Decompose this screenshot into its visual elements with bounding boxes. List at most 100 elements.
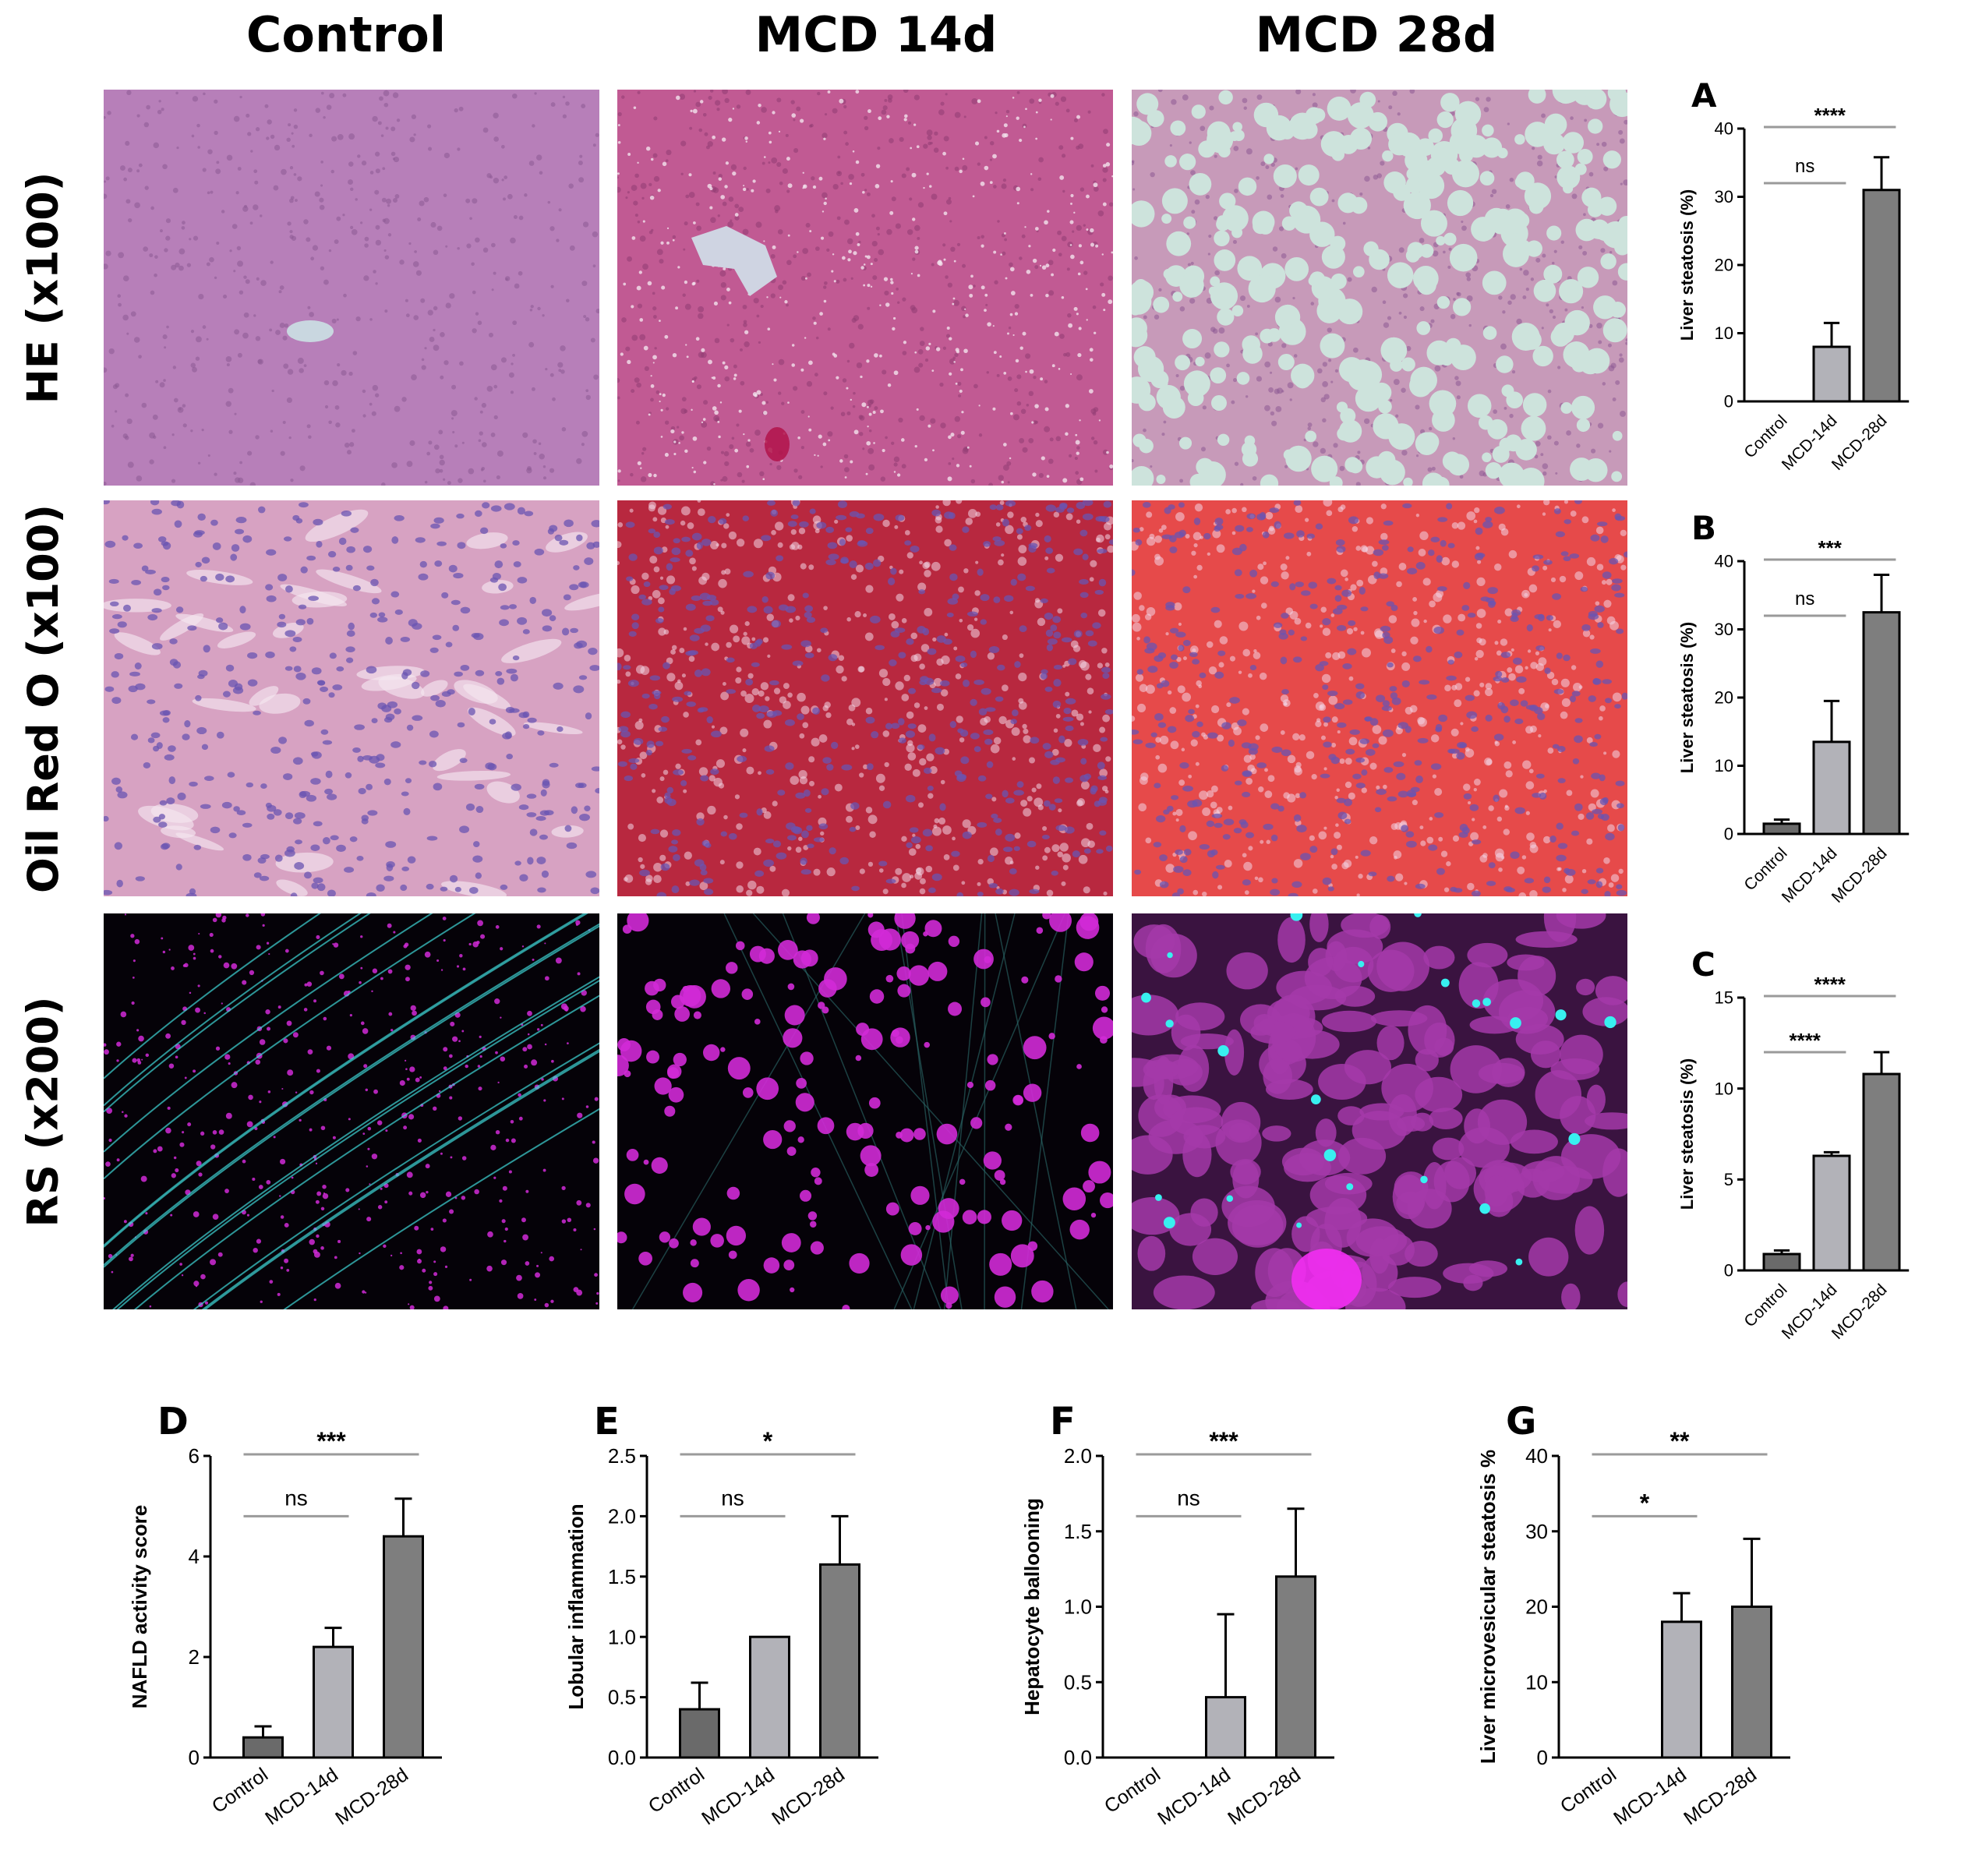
- chart-c: C 0 5 10 15 Liver steatosis (%) Control MCD-14d…: [1676, 939, 1956, 1376]
- y-tick-label: 6: [189, 1444, 200, 1468]
- y-tick-label: 5: [1724, 1170, 1733, 1189]
- row-title-rs: RS (x200): [0, 913, 86, 1309]
- panel-label-g: G: [1506, 1400, 1536, 1443]
- category-label: MCD-28d: [1224, 1764, 1305, 1829]
- y-tick-label: 20: [1715, 688, 1733, 708]
- significance-label: ***: [316, 1427, 346, 1455]
- category-label: MCD-14d: [698, 1764, 779, 1829]
- category-label: Control: [1740, 844, 1790, 894]
- error-bar: [1873, 156, 1890, 190]
- error-bar: [1873, 1051, 1890, 1074]
- y-tick-label: 0.5: [1064, 1670, 1092, 1694]
- bar-mcd-28d: [1731, 1606, 1772, 1759]
- y-axis-label: Hepatocyte ballooning: [1020, 1498, 1044, 1715]
- error-bar: [1873, 574, 1890, 613]
- error-bar: [1743, 1537, 1761, 1607]
- micrograph-rs-mcd-14d: [617, 913, 1113, 1309]
- significance-label: ****: [1814, 104, 1846, 127]
- column-title-mcd-14d: MCD 14d: [754, 6, 998, 63]
- micrograph-oil-red-o-mcd-14d: [617, 500, 1113, 896]
- bar-mcd-28d: [383, 1535, 424, 1759]
- column-title-control: Control: [246, 6, 447, 63]
- bar-mcd-14d: [1812, 1154, 1851, 1272]
- y-tick-label: 10: [1715, 1079, 1733, 1098]
- bar-control: [679, 1708, 720, 1759]
- error-bar: [691, 1681, 708, 1710]
- y-tick-label: 10: [1715, 323, 1733, 343]
- significance-label: *: [763, 1427, 773, 1455]
- chart-g: G 0 10 20 30 40 Liver microvesicular steatosis…: [1473, 1387, 1790, 1874]
- error-bar: [254, 1725, 272, 1738]
- bar-mcd-28d: [819, 1563, 860, 1759]
- error-bar: [1287, 1507, 1305, 1577]
- bar-mcd-14d: [1812, 345, 1851, 403]
- category-label: MCD-28d: [1828, 412, 1891, 474]
- y-tick-label: 4: [189, 1545, 200, 1568]
- error-bar: [1217, 1613, 1235, 1698]
- y-axis-label: Liver steatosis (%): [1677, 622, 1697, 773]
- significance-label: ns: [284, 1486, 308, 1510]
- bar-mcd-14d: [1205, 1696, 1246, 1759]
- chart-b: B 0 10 20 30 40 Liver steatosis (%) Control MCD-…: [1676, 503, 1956, 939]
- significance-label: ns: [721, 1486, 744, 1510]
- error-bar: [1823, 321, 1840, 347]
- y-tick-label: 0.0: [608, 1746, 636, 1769]
- significance-label: **: [1670, 1427, 1690, 1455]
- bar-mcd-14d: [1812, 740, 1851, 836]
- bar-control: [242, 1736, 284, 1759]
- y-tick-label: 40: [1715, 119, 1733, 139]
- row-title-he-text: HE (x100): [18, 171, 68, 404]
- significance-label: ns: [1795, 156, 1814, 177]
- category-label: Control: [1740, 412, 1790, 461]
- y-axis-label: Liver steatosis (%): [1677, 1058, 1697, 1210]
- error-bar: [324, 1627, 342, 1648]
- significance-label: ***: [1818, 536, 1843, 560]
- y-tick-label: 2.0: [608, 1505, 636, 1528]
- chart-e: E 0.0 0.5 1.0 1.5 2.0 2.5 Lobular inflammation C…: [561, 1387, 878, 1874]
- y-axis-label: Liver steatosis (%): [1677, 189, 1697, 341]
- y-tick-label: 30: [1525, 1520, 1548, 1543]
- y-tick-label: 2.5: [608, 1444, 636, 1468]
- bar-control: [1762, 822, 1801, 836]
- panel-label-f: F: [1050, 1400, 1076, 1443]
- category-label: MCD-14d: [1609, 1764, 1691, 1829]
- bar-mcd-28d: [1862, 611, 1901, 836]
- panel-label-e: E: [594, 1400, 620, 1443]
- category-label: Control: [1101, 1764, 1164, 1818]
- bar-mcd-14d: [313, 1645, 354, 1759]
- y-tick-label: 1.0: [608, 1625, 636, 1648]
- row-title-he: HE (x100): [0, 90, 86, 486]
- y-tick-label: 40: [1715, 552, 1733, 571]
- bar-mcd-28d: [1275, 1575, 1316, 1759]
- y-tick-label: 15: [1715, 988, 1733, 1008]
- error-bar: [831, 1514, 849, 1565]
- y-axis-label: NAFLD activity score: [128, 1505, 151, 1709]
- category-label: MCD-28d: [1680, 1764, 1761, 1829]
- bar-mcd-28d: [1862, 189, 1901, 403]
- y-tick-label: 1.5: [1064, 1520, 1092, 1543]
- error-bar: [1773, 818, 1790, 824]
- significance-label: *: [1640, 1489, 1650, 1517]
- y-tick-label: 0: [1537, 1746, 1548, 1769]
- y-tick-label: 0.5: [608, 1686, 636, 1709]
- category-label: Control: [1740, 1281, 1790, 1330]
- y-tick-label: 1.0: [1064, 1595, 1092, 1619]
- micrograph-rs-control: [104, 913, 599, 1309]
- category-label: Control: [1556, 1764, 1620, 1818]
- y-tick-label: 10: [1525, 1670, 1548, 1694]
- micrograph-rs-mcd-28d: [1132, 913, 1627, 1309]
- column-title-mcd-28d: MCD 28d: [1255, 6, 1498, 63]
- panel-label-d: D: [157, 1400, 189, 1443]
- category-label: MCD-28d: [1828, 844, 1891, 906]
- y-tick-label: 40: [1525, 1444, 1548, 1468]
- chart-a: A 0 10 20 30 40 Liver steatosis (%) Control MCD-…: [1676, 70, 1956, 507]
- y-tick-label: 1.5: [608, 1565, 636, 1588]
- row-title-oil-red-o: Oil Red O (x100): [0, 500, 86, 896]
- row-title-rs-text: RS (x200): [18, 995, 68, 1228]
- bar-mcd-28d: [1862, 1072, 1901, 1272]
- bar-mcd-14d: [749, 1635, 790, 1759]
- category-label: Control: [645, 1764, 708, 1818]
- micrograph-he-mcd-14d: [617, 90, 1113, 486]
- error-bar: [1673, 1592, 1691, 1622]
